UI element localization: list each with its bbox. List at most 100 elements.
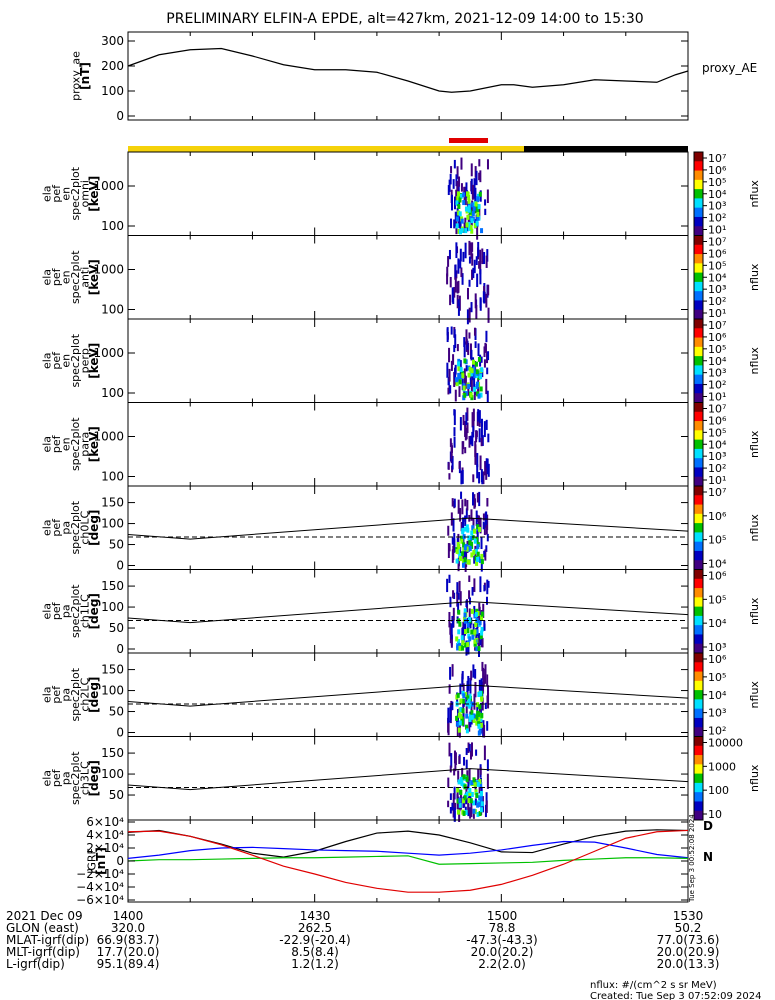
- colorbar-tick-label: 10⁶: [708, 164, 727, 177]
- pa-flux-streak: [483, 724, 486, 738]
- pa-flux-core: [478, 801, 482, 807]
- pa-flux-streak: [447, 777, 450, 788]
- pa-flux-core: [475, 646, 479, 652]
- pa-flux-core: [462, 542, 466, 548]
- spec-flux-core: [469, 392, 473, 398]
- colorbar-segment: [694, 550, 703, 561]
- spec-flux-streak: [449, 438, 452, 447]
- spec-flux-streak: [476, 225, 479, 240]
- colorbar-frame: [693, 736, 704, 821]
- pa-flux-streak: [469, 807, 472, 819]
- pa-flux-streak: [458, 755, 461, 765]
- pa-flux-streak: [477, 637, 480, 650]
- spec-flux-core: [455, 223, 459, 229]
- ylabel-line: [deg]: [87, 677, 101, 713]
- spec-flux-streak: [446, 273, 449, 285]
- colorbar-segment: [694, 467, 703, 478]
- spec-flux-core: [455, 377, 459, 383]
- pa-flux-core: [477, 692, 481, 698]
- pa-flux-core: [457, 609, 461, 615]
- ylabel-line: [deg]: [87, 510, 101, 546]
- spec-flux-core: [458, 229, 462, 235]
- pa-flux-core: [477, 717, 481, 723]
- colorbar-segment: [694, 430, 703, 441]
- spec-flux-streak: [454, 211, 457, 227]
- pa-flux-core: [470, 714, 474, 720]
- colorbar-tick-label: 10⁴: [708, 558, 727, 571]
- pa-flux-streak: [464, 498, 467, 507]
- pa-flux-core: [478, 811, 482, 817]
- ylabel-line: ch3LC: [78, 761, 91, 795]
- pa-flux-streak: [446, 578, 449, 593]
- pa-flux-core: [464, 629, 468, 635]
- pa-flux-core: [459, 776, 463, 782]
- spec-flux-streak: [453, 196, 456, 210]
- ae-ylabel: proxy_ae[nT]: [69, 51, 92, 101]
- ylabel-line: spec2plot: [69, 250, 82, 304]
- pa-flux-streak: [481, 796, 484, 805]
- colorbar-segment: [694, 328, 703, 339]
- pa-flux-core: [466, 695, 470, 701]
- pa-flux-core: [476, 811, 480, 817]
- pa-flux-streak: [459, 547, 462, 555]
- spec-flux-streak: [477, 343, 480, 356]
- spec-flux-streak: [475, 256, 478, 266]
- ytick-label: 100: [101, 84, 124, 98]
- spec-flux-streak: [449, 385, 452, 394]
- spec-flux-core: [467, 221, 471, 227]
- colorbar-tick-label: 10000: [708, 737, 743, 750]
- pa-flux-core: [475, 536, 479, 542]
- colorbar-segment: [694, 782, 703, 793]
- spec-flux-core: [474, 361, 478, 367]
- pa-flux-core: [466, 628, 470, 634]
- colorbar-segment: [694, 244, 703, 255]
- ytick-label: −2×10⁴: [76, 867, 124, 881]
- ylabel-line: spec2plot: [69, 500, 82, 554]
- ytick-label: −4×10⁴: [76, 880, 124, 894]
- pa-flux-core: [467, 798, 471, 804]
- pa-flux-streak: [478, 491, 481, 507]
- pa-flux-core: [474, 612, 478, 618]
- pa-flux-streak: [450, 700, 453, 711]
- pa-flux-core: [470, 791, 474, 797]
- pa-flux-streak: [467, 642, 470, 655]
- spec-flux-streak: [483, 346, 486, 358]
- ylabel-line: pef: [50, 685, 63, 704]
- pa-flux-core: [476, 802, 480, 808]
- ylabel-line: pef: [50, 351, 63, 370]
- pa-flux-streak: [453, 498, 456, 508]
- pa-flux-streak: [465, 704, 468, 714]
- pa-flux-streak: [486, 759, 489, 772]
- spec-flux-streak: [460, 267, 463, 278]
- ylabel-line: ela: [40, 686, 53, 703]
- spec-flux-core: [463, 392, 467, 398]
- spec-flux-streak: [460, 157, 463, 170]
- pa-flux-streak: [475, 749, 478, 756]
- pa-flux-core: [480, 712, 484, 718]
- colorbar-segment: [694, 560, 703, 570]
- colorbar-segment: [694, 356, 703, 366]
- colorbar-segment: [694, 161, 703, 172]
- spec-flux-streak: [454, 389, 457, 402]
- pa-flux-streak: [457, 556, 460, 567]
- spec-flux-streak: [459, 417, 462, 431]
- pa-flux-core: [461, 645, 465, 651]
- pa-flux-streak: [481, 637, 484, 648]
- pa-flux-core: [458, 553, 462, 559]
- pa-flux-core: [467, 633, 471, 639]
- ylabel-line: ela: [40, 519, 53, 536]
- spec-flux-streak: [460, 470, 463, 485]
- spec-flux-streak: [463, 337, 466, 348]
- colorbar-segment: [694, 495, 703, 506]
- pa-flux-streak: [483, 550, 486, 558]
- spec-flux-streak: [455, 242, 458, 259]
- pa-flux-streak: [474, 798, 477, 806]
- spec-flux-core: [467, 205, 471, 211]
- colorbar-tick-label: 10⁶: [708, 247, 727, 260]
- footer-row-value: 1.2(1.2): [291, 957, 339, 971]
- colorbar-segment: [694, 736, 703, 747]
- pa-flux-streak: [461, 627, 464, 634]
- spec-flux-streak: [458, 461, 461, 469]
- pa-flux-streak: [483, 745, 486, 761]
